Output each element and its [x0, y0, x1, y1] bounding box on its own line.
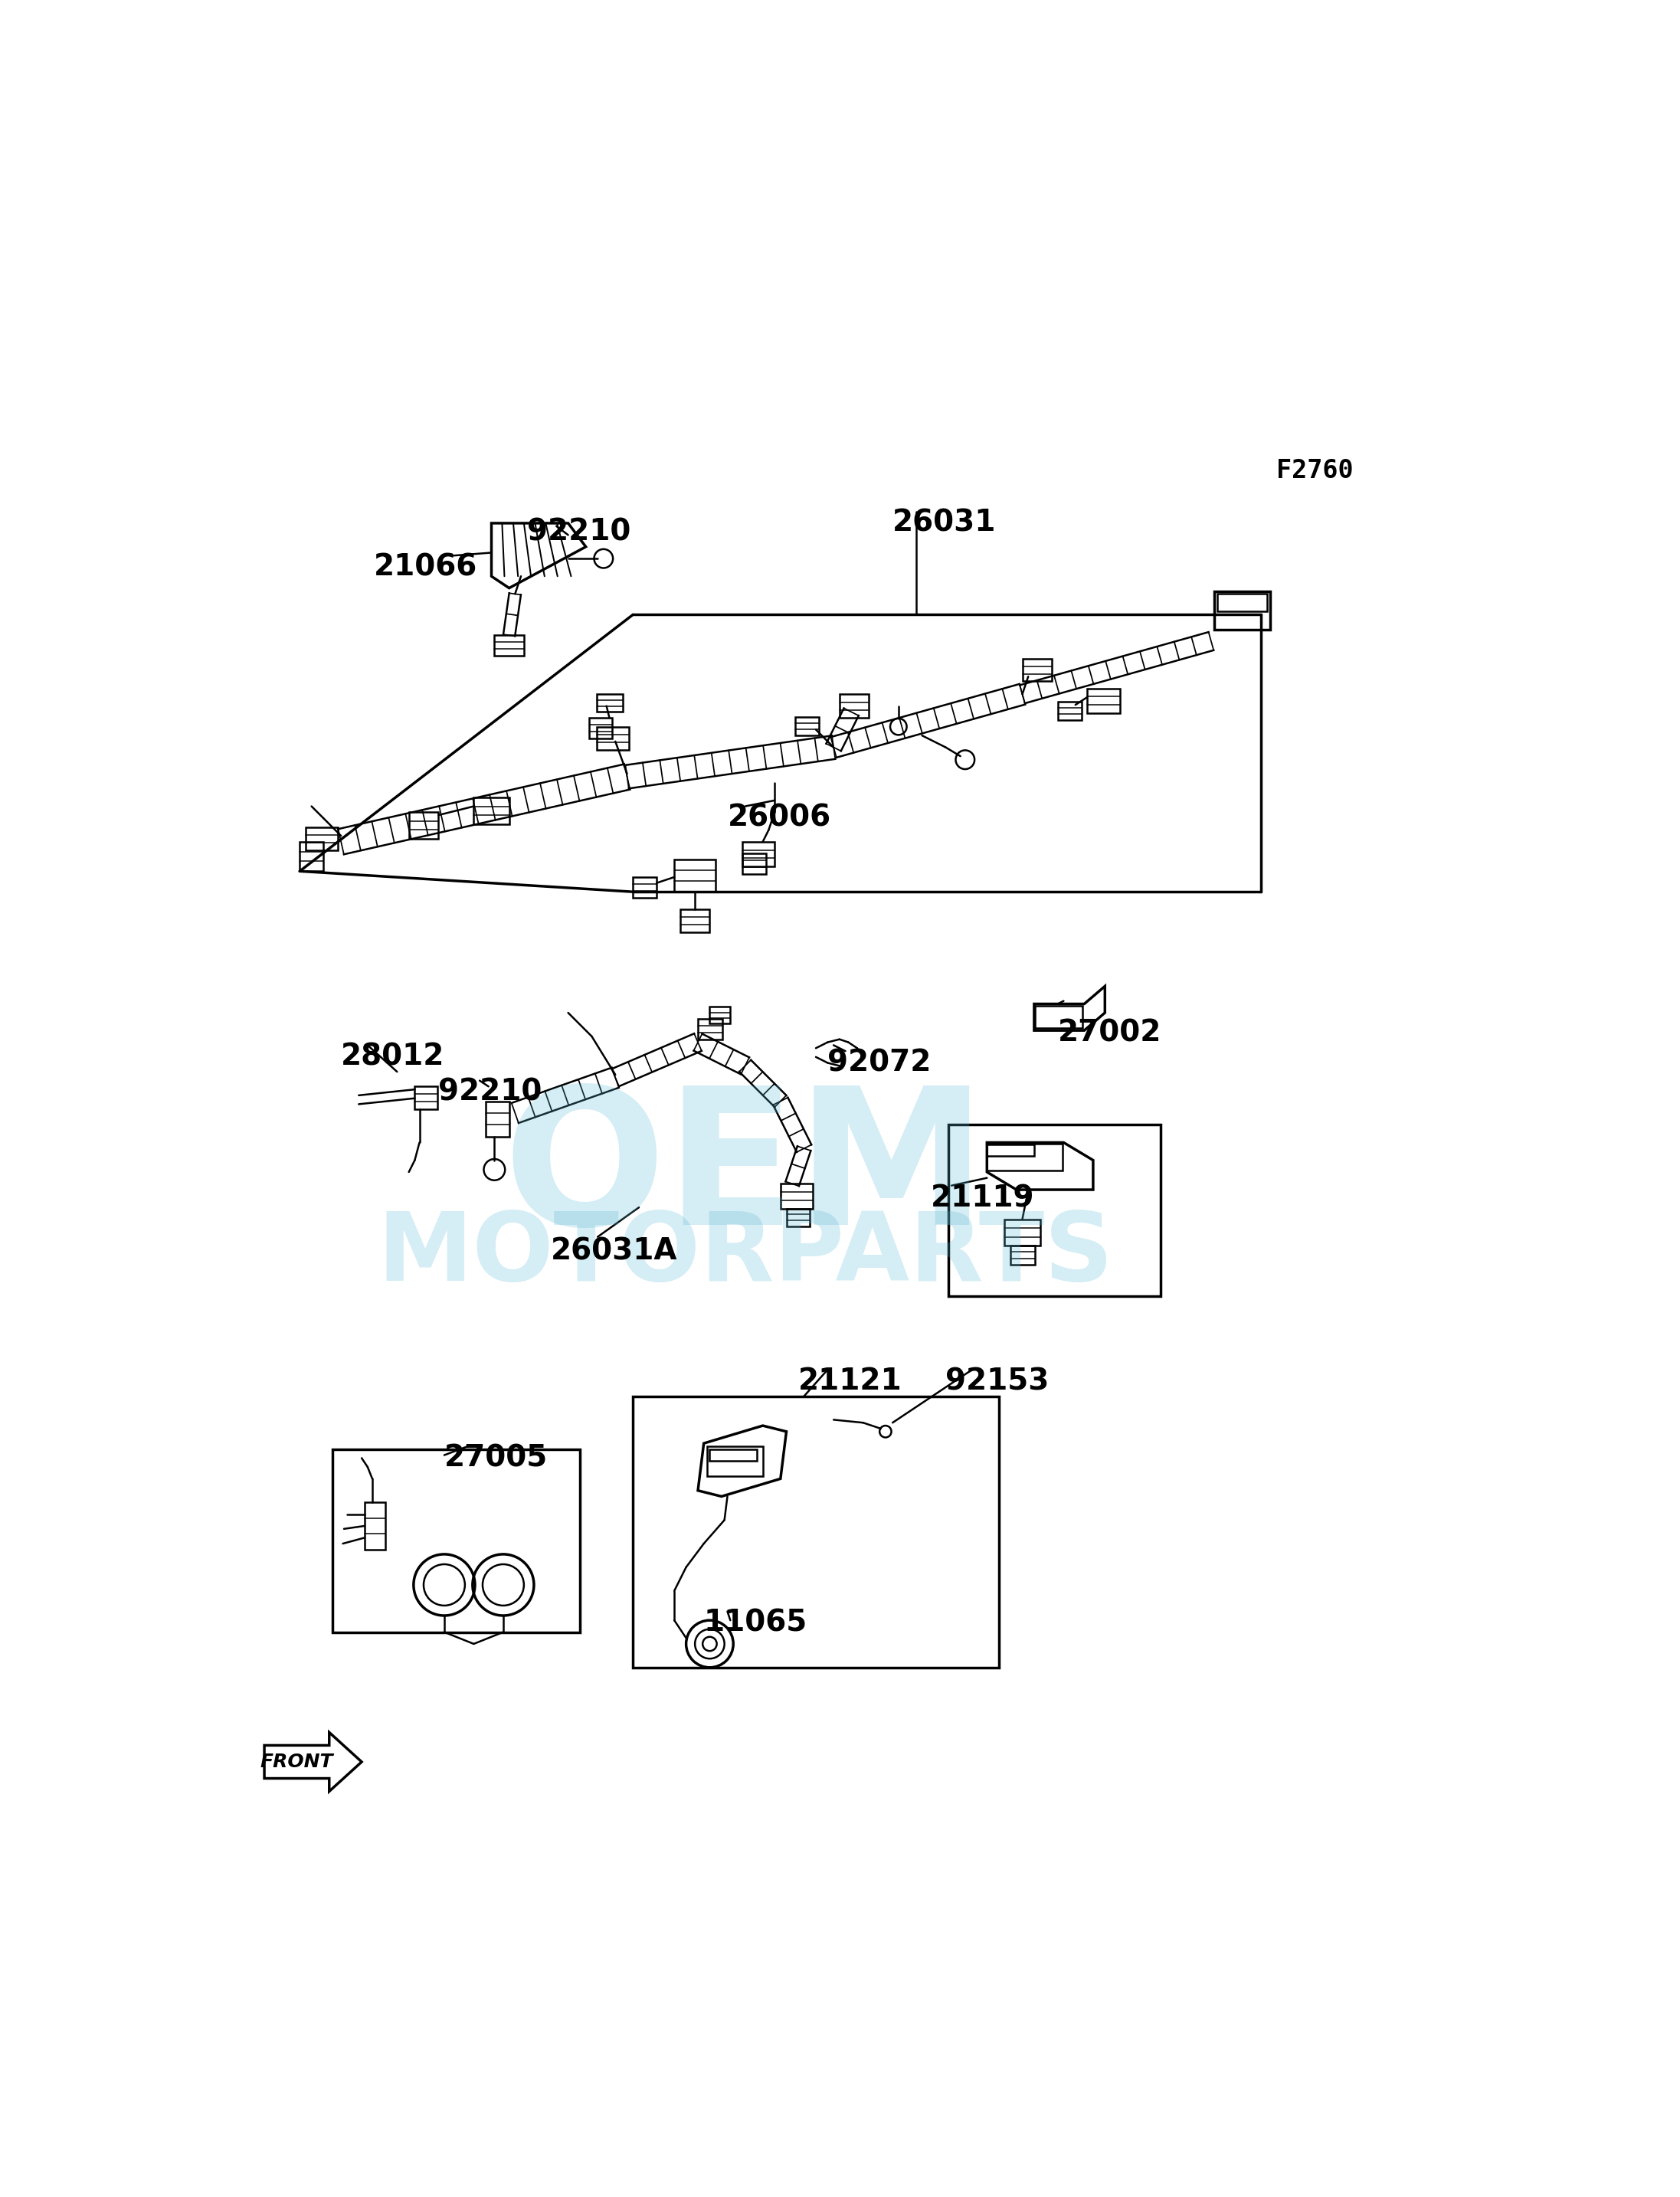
Text: FRONT: FRONT [260, 1753, 333, 1771]
Bar [1216, 593, 1267, 611]
Bar [1011, 1246, 1035, 1265]
Bar [1058, 701, 1082, 721]
Text: 21121: 21121 [798, 1367, 902, 1395]
Text: 26031A: 26031A [551, 1237, 677, 1265]
Bar [680, 910, 709, 932]
Bar [707, 1446, 763, 1476]
Text: 27002: 27002 [1058, 1019, 1161, 1048]
Bar [781, 1184, 813, 1208]
Bar [596, 727, 628, 749]
Bar [709, 1006, 731, 1024]
Bar [299, 841, 323, 872]
Bar [697, 1019, 722, 1039]
Text: MOTORPARTS: MOTORPARTS [376, 1208, 1114, 1301]
Text: 92153: 92153 [946, 1367, 1050, 1395]
Bar [986, 1145, 1062, 1171]
Bar [306, 826, 338, 850]
Bar [494, 635, 524, 657]
Bar [588, 718, 613, 738]
Bar [415, 1088, 437, 1109]
Bar [986, 1145, 1035, 1156]
Text: 21066: 21066 [373, 554, 477, 582]
Text: 26031: 26031 [892, 508, 996, 538]
Bar [840, 694, 869, 718]
Bar [1005, 1219, 1040, 1246]
Bar [949, 1125, 1161, 1296]
Bar [633, 1395, 998, 1668]
Bar [596, 694, 623, 712]
Bar [474, 798, 509, 824]
Bar [674, 859, 716, 892]
Text: 92210: 92210 [438, 1079, 543, 1107]
Bar [1035, 1006, 1082, 1028]
Bar [633, 877, 657, 899]
Bar [786, 1208, 810, 1226]
Bar [1023, 659, 1052, 681]
Text: 28012: 28012 [341, 1041, 445, 1072]
Bar [1087, 688, 1119, 714]
Text: 27005: 27005 [444, 1443, 548, 1472]
Bar [743, 852, 766, 874]
Text: 92210: 92210 [528, 516, 630, 547]
Bar [1215, 591, 1270, 628]
Bar [709, 1450, 758, 1461]
Bar [486, 1101, 509, 1136]
Text: 21119: 21119 [931, 1184, 1035, 1213]
Text: OEM: OEM [502, 1079, 988, 1265]
Text: 11065: 11065 [704, 1608, 808, 1637]
Polygon shape [264, 1733, 361, 1791]
Bar [333, 1450, 580, 1632]
Text: 92072: 92072 [828, 1048, 931, 1077]
Bar [795, 716, 818, 736]
Text: 26006: 26006 [727, 804, 832, 833]
Text: F2760: F2760 [1277, 459, 1352, 483]
Bar [408, 813, 438, 839]
Bar [743, 841, 774, 866]
Bar [365, 1503, 385, 1549]
